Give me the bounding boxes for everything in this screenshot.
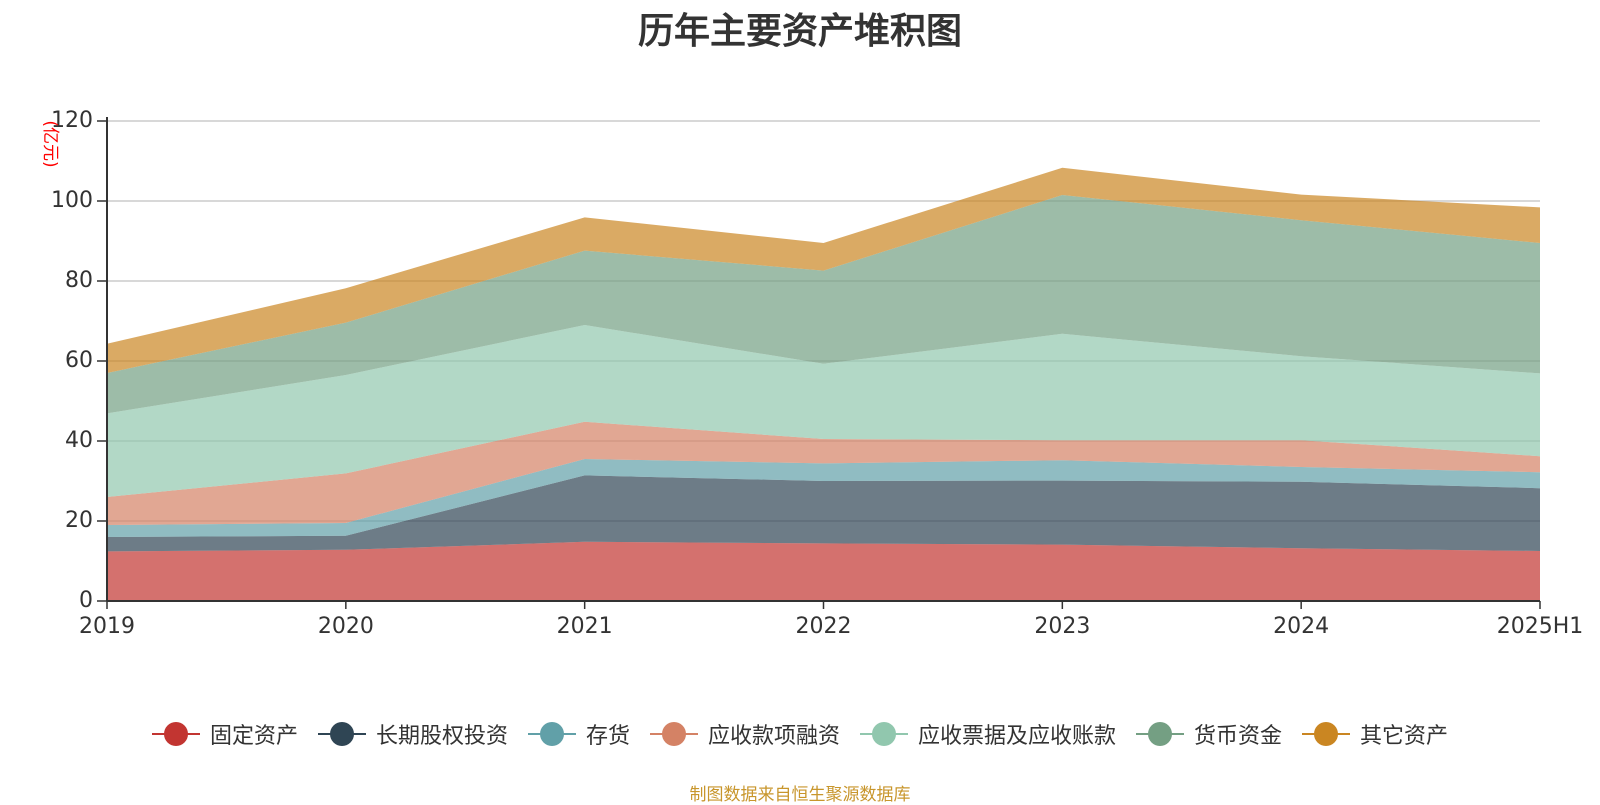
legend-marker-icon [1136,722,1185,746]
x-tick-label: 2023 [1034,614,1090,639]
legend-marker-icon [649,722,698,746]
series-area [107,459,1540,537]
legend: 固定资产 长期股权投资 存货 应收款项融资 应收票据及应收账款 货币资金 其它资产 [0,718,1600,750]
x-tick-label: 2020 [318,614,374,639]
y-tick-label: 60 [65,348,93,373]
legend-marker-icon [527,722,576,746]
x-tick-label: 2022 [796,614,852,639]
legend-dot-icon [872,722,896,746]
legend-item[interactable]: 存货 [527,718,630,750]
legend-label: 长期股权投资 [375,724,508,749]
series-area [107,541,1540,601]
series-area [107,475,1540,552]
x-tick-label: 2019 [79,614,135,639]
y-tick-label: 100 [51,188,93,213]
y-tick-label: 80 [65,268,93,293]
legend-label: 货币资金 [1194,724,1283,749]
series-area [107,167,1540,373]
legend-marker-icon [317,722,366,746]
y-tick-label: 120 [51,108,93,133]
legend-item[interactable]: 其它资产 [1302,718,1448,750]
legend-label: 存货 [585,724,630,749]
series-area [107,195,1540,414]
legend-label: 应收款项融资 [707,724,840,749]
legend-item[interactable]: 固定资产 [151,718,298,750]
x-tick-label: 2025H1 [1497,614,1584,639]
axes: 0 20 40 60 80 100 120 2019 2020 2021 2022 2023 2024 2… [51,108,1583,639]
y-tick-label: 0 [79,588,93,613]
legend-item[interactable]: 货币资金 [1136,718,1282,750]
source-note: 制图数据来自恒生聚源数据库 [689,785,911,805]
legend-item[interactable]: 应收款项融资 [649,718,840,750]
chart-title: 历年主要资产堆积图 [637,11,962,52]
legend-marker-icon [151,722,200,746]
series-areas [107,167,1540,601]
legend-item[interactable]: 应收票据及应收账款 [860,718,1116,750]
legend-label: 其它资产 [1360,724,1449,749]
y-tick-label: 40 [65,428,93,453]
legend-label: 应收票据及应收账款 [918,724,1117,749]
legend-dot-icon [163,722,188,746]
legend-marker-icon [1302,722,1351,746]
legend-dot-icon [1314,722,1339,746]
series-area [107,421,1540,525]
x-tick-label: 2024 [1273,614,1329,639]
legend-marker-icon [860,722,908,746]
x-tick-label: 2021 [557,614,613,639]
legend-dot-icon [661,722,686,746]
series-area [107,325,1540,497]
legend-dot-icon [539,722,564,746]
legend-label: 固定资产 [209,724,298,749]
y-tick-label: 20 [65,508,93,533]
y-axis-label: (亿元) [40,120,60,167]
legend-dot-icon [329,722,354,746]
legend-item[interactable]: 长期股权投资 [317,718,508,750]
legend-dot-icon [1148,722,1173,746]
